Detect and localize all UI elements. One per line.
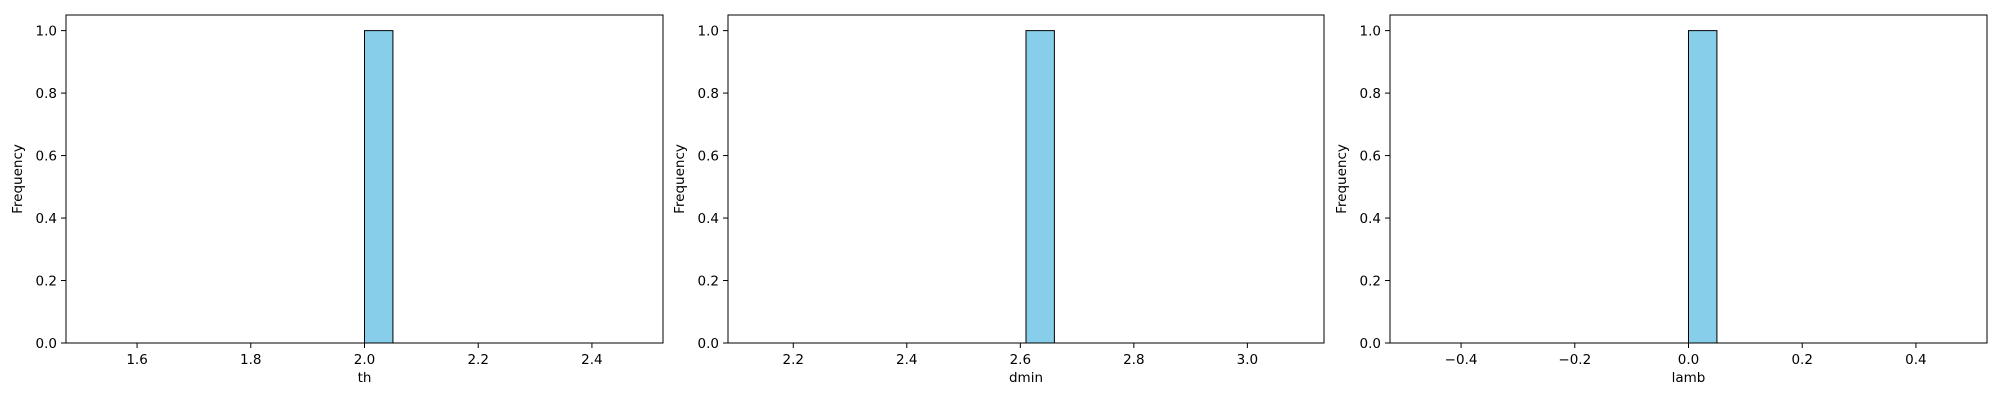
y-tick-label: 0.8 — [1360, 86, 1381, 102]
x-tick-label: 0.0 — [1678, 352, 1699, 368]
histogram-panel-dmin: 2.2 2.4 2.6 2.8 3.0 0.0 0.2 0.4 0.6 0.8 1.0 dmin Fre… — [672, 14, 1325, 386]
x-tick-label: 2.2 — [467, 352, 488, 368]
y-tick-label: 0.6 — [1360, 149, 1381, 165]
y-tick-label: 0.0 — [36, 336, 57, 352]
y-tick-label: 0.0 — [698, 336, 719, 352]
y-tick-label: 1.0 — [36, 24, 57, 40]
x-tick-label: 2.6 — [1010, 352, 1031, 368]
x-tick-label: 0.2 — [1791, 352, 1812, 368]
histogram-bar — [1688, 30, 1718, 344]
panels: 1.6 1.8 2.0 2.2 2.4 0.0 0.2 0.4 0.6 0.8 1.0 th Frequ… — [10, 14, 1988, 386]
x-tick-label: 2.4 — [896, 352, 917, 368]
x-tick-label: −0.2 — [1558, 352, 1591, 368]
x-tick-label: 2.0 — [354, 352, 375, 368]
x-tick-label: 1.8 — [240, 352, 261, 368]
histogram-bar — [1025, 30, 1055, 344]
y-tick-label: 0.2 — [36, 274, 57, 290]
x-tick-label: 2.8 — [1123, 352, 1144, 368]
y-tick-label: 0.2 — [1360, 274, 1381, 290]
y-tick-label: 0.4 — [36, 211, 57, 227]
histogram-panel-lamb: −0.4 −0.2 0.0 0.2 0.4 0.0 0.2 0.4 0.6 0.8 1.0 lamb F… — [1334, 14, 1988, 386]
x-tick-label: −0.4 — [1445, 352, 1478, 368]
histogram-bar — [364, 30, 394, 344]
y-axis-label: Frequency — [10, 144, 26, 214]
x-axis-label: dmin — [1009, 370, 1043, 386]
x-tick-label: 0.4 — [1905, 352, 1926, 368]
y-tick-label: 0.8 — [36, 86, 57, 102]
x-tick-label: 3.0 — [1237, 352, 1258, 368]
y-tick-label: 0.6 — [36, 149, 57, 165]
y-tick-label: 1.0 — [1360, 24, 1381, 40]
y-tick-label: 1.0 — [698, 24, 719, 40]
y-tick-label: 0.2 — [698, 274, 719, 290]
y-tick-label: 0.4 — [1360, 211, 1381, 227]
y-axis-label: Frequency — [672, 144, 688, 214]
y-tick-label: 0.4 — [698, 211, 719, 227]
x-axis-label: th — [358, 370, 372, 386]
y-axis-label: Frequency — [1334, 144, 1350, 214]
x-tick-label: 2.2 — [783, 352, 804, 368]
histogram-panel-th: 1.6 1.8 2.0 2.2 2.4 0.0 0.2 0.4 0.6 0.8 1.0 th Frequ… — [10, 14, 664, 386]
x-tick-label: 2.4 — [581, 352, 602, 368]
axes-frame — [727, 14, 1325, 344]
y-tick-label: 0.8 — [698, 86, 719, 102]
x-tick-label: 1.6 — [126, 352, 147, 368]
y-tick-label: 0.0 — [1360, 336, 1381, 352]
y-tick-label: 0.6 — [698, 149, 719, 165]
x-axis-label: lamb — [1672, 370, 1706, 386]
